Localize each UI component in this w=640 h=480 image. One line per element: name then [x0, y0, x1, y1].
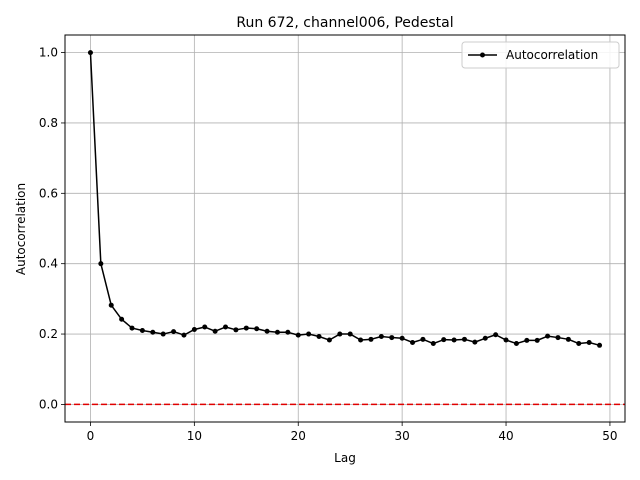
data-point: [389, 335, 395, 341]
data-point: [212, 328, 218, 334]
x-axis-label: Lag: [334, 451, 356, 465]
data-point: [181, 332, 187, 338]
data-point: [368, 336, 374, 342]
data-point: [430, 341, 436, 347]
x-tick-label: 0: [87, 429, 95, 443]
x-axis-ticks: 0 10 20 30 40 50: [87, 422, 618, 443]
chart-title: Run 672, channel006, Pedestal: [236, 15, 453, 31]
data-point: [472, 339, 478, 345]
data-point: [160, 331, 166, 337]
y-tick-label: 1.0: [39, 46, 58, 60]
data-point: [171, 329, 177, 335]
data-point: [410, 339, 416, 345]
y-axis-ticks: 0.0 0.2 0.4 0.6 0.8 1.0: [39, 46, 65, 411]
data-point: [98, 261, 104, 267]
data-point: [565, 336, 571, 342]
data-point: [441, 337, 447, 343]
data-point: [586, 339, 592, 345]
x-tick-label: 50: [602, 429, 617, 443]
data-point: [420, 336, 426, 342]
data-point: [316, 334, 322, 340]
y-tick-label: 0.8: [39, 116, 58, 130]
data-point: [87, 50, 93, 56]
data-point: [326, 337, 332, 343]
data-point: [461, 336, 467, 342]
x-tick-label: 30: [395, 429, 410, 443]
series-group: [87, 50, 603, 348]
legend-label: Autocorrelation: [506, 48, 598, 62]
data-point: [534, 337, 540, 343]
data-point: [306, 331, 312, 337]
data-point: [202, 324, 208, 330]
data-point: [119, 316, 125, 322]
data-point: [139, 328, 145, 334]
data-point: [451, 337, 457, 343]
grid-lines: [65, 35, 625, 422]
data-point: [358, 337, 364, 343]
legend: Autocorrelation: [461, 41, 620, 69]
data-point: [545, 333, 551, 339]
data-point: [576, 341, 582, 347]
data-point: [378, 334, 384, 340]
y-tick-label: 0.0: [39, 397, 58, 411]
y-axis-label: Autocorrelation: [14, 183, 28, 275]
data-point: [243, 325, 249, 331]
plot-frame: [64, 34, 626, 423]
data-point: [285, 329, 291, 335]
data-point: [337, 331, 343, 337]
data-point: [223, 324, 229, 330]
y-tick-label: 0.6: [39, 186, 58, 200]
x-tick-label: 20: [291, 429, 306, 443]
series-line: [89, 52, 600, 347]
data-point: [254, 326, 260, 332]
data-point: [274, 329, 280, 335]
y-tick-label: 0.4: [39, 257, 58, 271]
data-point: [295, 332, 301, 338]
data-point: [150, 329, 156, 335]
legend-box: [461, 41, 620, 69]
x-tick-label: 10: [187, 429, 202, 443]
data-point: [108, 302, 114, 308]
data-point: [191, 326, 197, 332]
data-point: [513, 341, 519, 347]
y-tick-label: 0.2: [39, 327, 58, 341]
legend-marker-swatch: [480, 52, 485, 58]
data-point: [493, 332, 499, 338]
data-point: [233, 327, 239, 333]
data-point: [482, 335, 488, 341]
data-point: [597, 342, 603, 348]
data-point: [503, 337, 509, 343]
data-point: [524, 337, 530, 343]
data-point: [347, 331, 353, 337]
x-tick-label: 40: [498, 429, 513, 443]
data-point: [399, 335, 405, 341]
data-point: [264, 328, 270, 334]
data-point: [555, 335, 561, 341]
data-point: [129, 325, 135, 331]
